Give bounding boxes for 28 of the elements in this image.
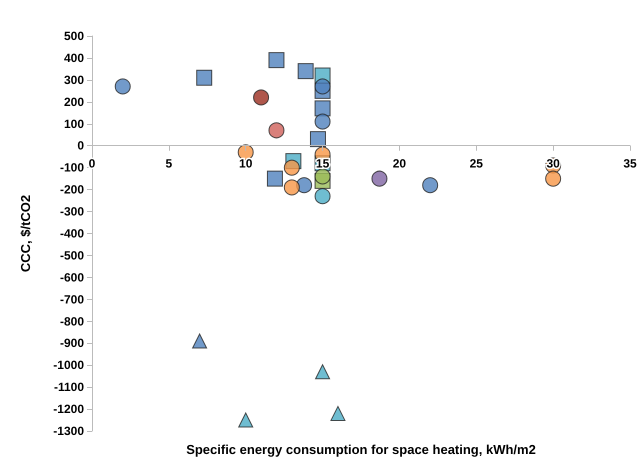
x-tick-label: 25 xyxy=(470,156,484,171)
x-tick-label: 20 xyxy=(392,156,406,171)
y-tick-label: -600 xyxy=(60,270,84,284)
y-tick-label: -1000 xyxy=(53,358,84,372)
x-tick-label: 30 xyxy=(546,156,560,171)
x-axis-title: Specific energy consumption for space heating, kWh/m2 xyxy=(186,442,536,457)
y-axis-title: CCC, $/tCO2 xyxy=(18,194,33,272)
y-tick-label: -500 xyxy=(60,248,84,262)
y-tick-label: -1300 xyxy=(53,424,84,438)
y-tick-label: -100 xyxy=(60,160,84,175)
y-tick-label: 300 xyxy=(64,72,84,87)
y-tick-label: 100 xyxy=(64,116,84,131)
x-tick-label: 5 xyxy=(166,156,173,171)
y-tick-label: 400 xyxy=(64,50,84,65)
y-tick-label: -800 xyxy=(60,314,84,328)
x-tick-label: 0 xyxy=(88,156,96,171)
y-tick-label: 0 xyxy=(77,138,84,153)
y-tick-label: 200 xyxy=(64,94,84,109)
y-tick-label: -700 xyxy=(60,292,84,306)
x-tick-label: 35 xyxy=(623,156,637,171)
y-tick-label: -300 xyxy=(60,204,84,219)
y-tick-label: -1100 xyxy=(54,380,84,394)
y-tick-label: 500 xyxy=(64,29,84,43)
x-tick-label: 10 xyxy=(239,156,253,171)
y-tick-label: -400 xyxy=(60,226,84,240)
y-tick-label: -900 xyxy=(60,336,84,350)
y-tick-label: -1200 xyxy=(53,402,84,416)
y-tick-label: -200 xyxy=(60,182,84,197)
